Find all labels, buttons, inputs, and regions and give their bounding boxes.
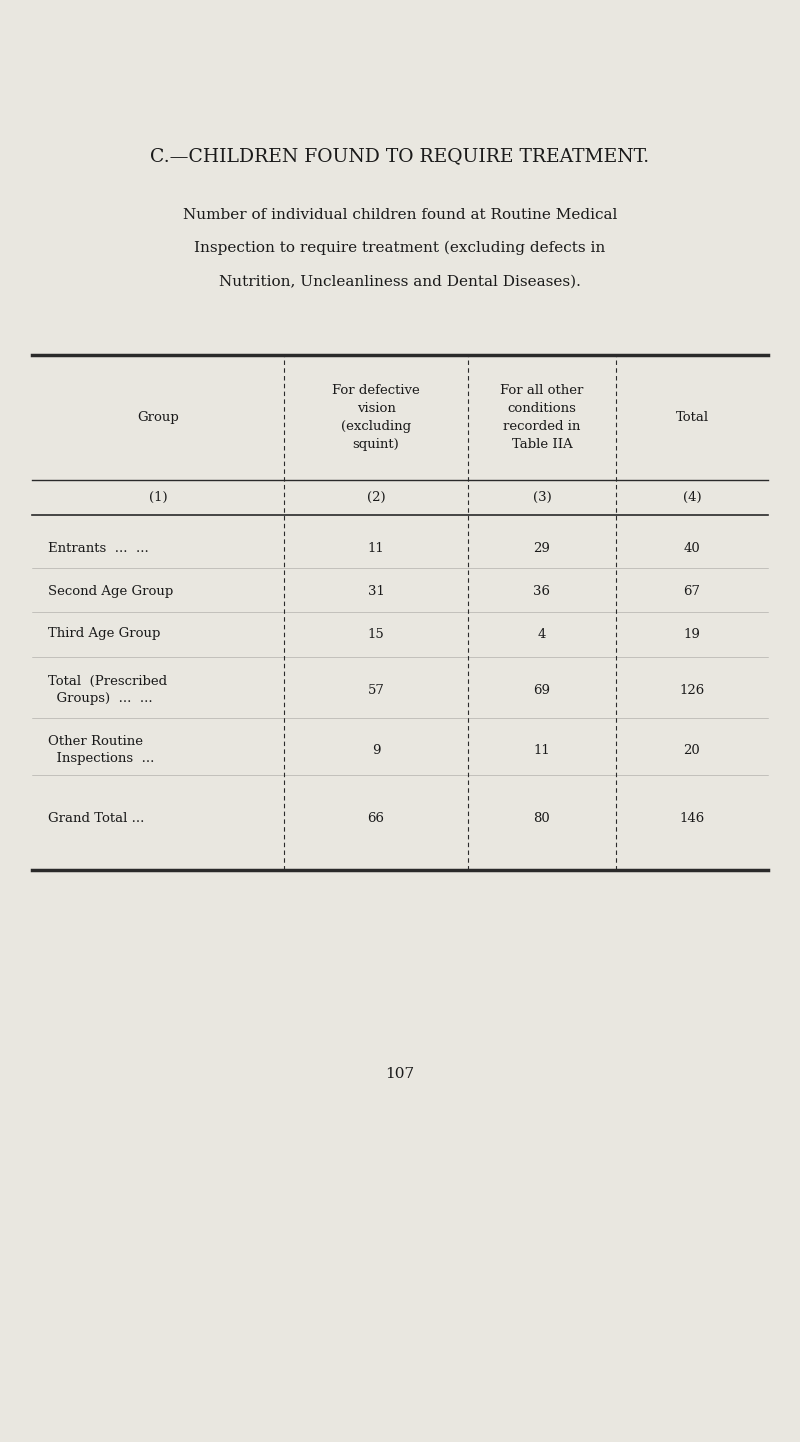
Text: 20: 20 xyxy=(684,744,700,757)
Text: 15: 15 xyxy=(368,627,384,640)
Text: 40: 40 xyxy=(684,542,700,555)
Text: C.—CHILDREN FOUND TO REQUIRE TREATMENT.: C.—CHILDREN FOUND TO REQUIRE TREATMENT. xyxy=(150,147,650,164)
Text: 11: 11 xyxy=(534,744,550,757)
Text: Grand Total ...: Grand Total ... xyxy=(48,812,144,825)
Text: 69: 69 xyxy=(534,684,550,696)
Text: 11: 11 xyxy=(368,542,384,555)
Text: For defective
vision
(excluding
squint): For defective vision (excluding squint) xyxy=(332,384,420,451)
Text: Second Age Group: Second Age Group xyxy=(48,584,174,597)
Text: 126: 126 xyxy=(679,684,705,696)
Text: Nutrition, Uncleanliness and Dental Diseases).: Nutrition, Uncleanliness and Dental Dise… xyxy=(219,274,581,288)
Text: (1): (1) xyxy=(149,490,167,505)
Text: (3): (3) xyxy=(533,490,551,505)
Text: (4): (4) xyxy=(682,490,702,505)
Text: Other Routine
  Inspections  ...: Other Routine Inspections ... xyxy=(48,735,154,766)
Text: 29: 29 xyxy=(534,542,550,555)
Text: 66: 66 xyxy=(367,812,385,825)
Text: 9: 9 xyxy=(372,744,380,757)
Text: 80: 80 xyxy=(534,812,550,825)
Text: Group: Group xyxy=(137,411,179,424)
Text: Entrants  ...  ...: Entrants ... ... xyxy=(48,542,149,555)
Text: 4: 4 xyxy=(538,627,546,640)
Text: 107: 107 xyxy=(386,1067,414,1082)
Text: Total  (Prescribed
  Groups)  ...  ...: Total (Prescribed Groups) ... ... xyxy=(48,675,167,705)
Text: 36: 36 xyxy=(534,584,550,597)
Text: Inspection to require treatment (excluding defects in: Inspection to require treatment (excludi… xyxy=(194,241,606,255)
Text: Third Age Group: Third Age Group xyxy=(48,627,160,640)
Text: Number of individual children found at Routine Medical: Number of individual children found at R… xyxy=(183,208,617,222)
Text: 19: 19 xyxy=(683,627,701,640)
Text: 31: 31 xyxy=(367,584,385,597)
Text: Total: Total xyxy=(675,411,709,424)
Text: (2): (2) xyxy=(366,490,386,505)
Text: 57: 57 xyxy=(367,684,385,696)
Text: 67: 67 xyxy=(683,584,701,597)
Text: 146: 146 xyxy=(679,812,705,825)
Text: For all other
conditions
recorded in
Table IIA: For all other conditions recorded in Tab… xyxy=(500,384,584,451)
